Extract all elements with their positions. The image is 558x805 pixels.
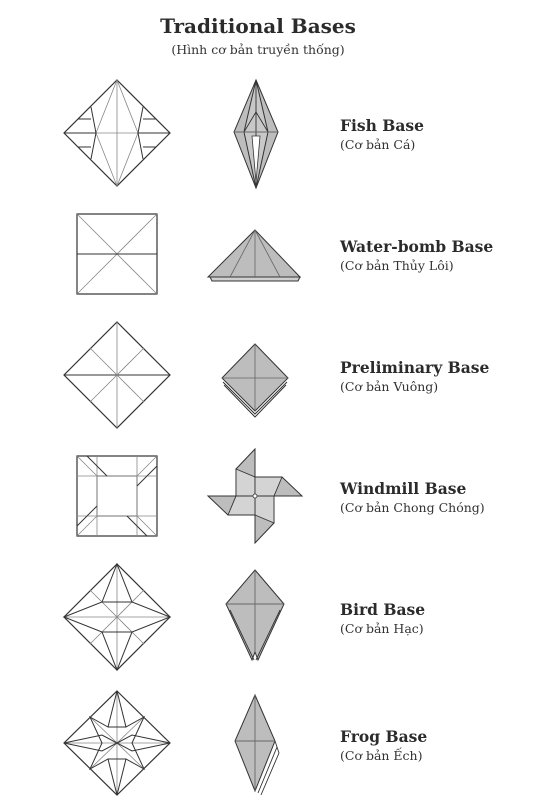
windmill-base-name: Windmill Base <box>340 479 467 498</box>
preliminary-base-crease-pattern <box>63 321 171 429</box>
water-bomb-base-label: Water-bomb Base (Cơ bản Thủy Lôi) <box>340 237 493 273</box>
fish-base-viet-name: (Cơ bản Cá) <box>340 137 416 152</box>
bird-base-name: Bird Base <box>340 600 426 619</box>
bird-base-crease-pattern <box>62 562 172 672</box>
windmill-base-viet-name: (Cơ bản Chong Chóng) <box>340 500 485 515</box>
frog-base-label: Frog Base (Cơ bản Ếch) <box>340 727 427 763</box>
fish-base-folded-model <box>233 78 279 190</box>
preliminary-base-viet-name: (Cơ bản Vuông) <box>340 379 439 394</box>
fish-base-name: Fish Base <box>340 116 425 135</box>
page-subtitle: (Hình cơ bản truyền thống) <box>171 42 345 57</box>
windmill-base-label: Windmill Base (Cơ bản Chong Chóng) <box>340 479 485 515</box>
frog-base-viet-name: (Cơ bản Ếch) <box>340 748 423 763</box>
frog-base-name: Frog Base <box>340 727 428 746</box>
water-bomb-base-row: Water-bomb Base (Cơ bản Thủy Lôi) <box>0 197 558 317</box>
water-bomb-base-folded-model <box>206 229 302 282</box>
windmill-base-crease-pattern <box>76 455 158 537</box>
fish-base-label: Fish Base (Cơ bản Cá) <box>340 116 424 152</box>
windmill-base-folded-model <box>206 447 304 545</box>
bird-base-viet-name: (Cơ bản Hạc) <box>340 621 424 636</box>
bird-base-label: Bird Base (Cơ bản Hạc) <box>340 600 425 636</box>
bird-base-row: Bird Base (Cơ bản Hạc) <box>0 560 558 680</box>
bird-base-folded-model <box>225 569 285 662</box>
water-bomb-base-crease-pattern <box>76 213 158 295</box>
frog-base-crease-pattern <box>63 690 171 796</box>
frog-base-folded-model <box>234 693 280 796</box>
windmill-base-row: Windmill Base (Cơ bản Chong Chóng) <box>0 439 558 559</box>
fish-base-crease-pattern <box>63 79 171 187</box>
preliminary-base-name: Preliminary Base <box>340 358 490 377</box>
page-title: Traditional Bases <box>160 14 356 38</box>
preliminary-base-folded-model <box>221 343 289 418</box>
water-bomb-base-viet-name: (Cơ bản Thủy Lôi) <box>340 258 454 273</box>
frog-base-row: Frog Base (Cơ bản Ếch) <box>0 685 558 805</box>
water-bomb-base-name: Water-bomb Base <box>340 237 494 256</box>
fish-base-row: Fish Base (Cơ bản Cá) <box>0 76 558 196</box>
preliminary-base-label: Preliminary Base (Cơ bản Vuông) <box>340 358 489 394</box>
preliminary-base-row: Preliminary Base (Cơ bản Vuông) <box>0 318 558 438</box>
